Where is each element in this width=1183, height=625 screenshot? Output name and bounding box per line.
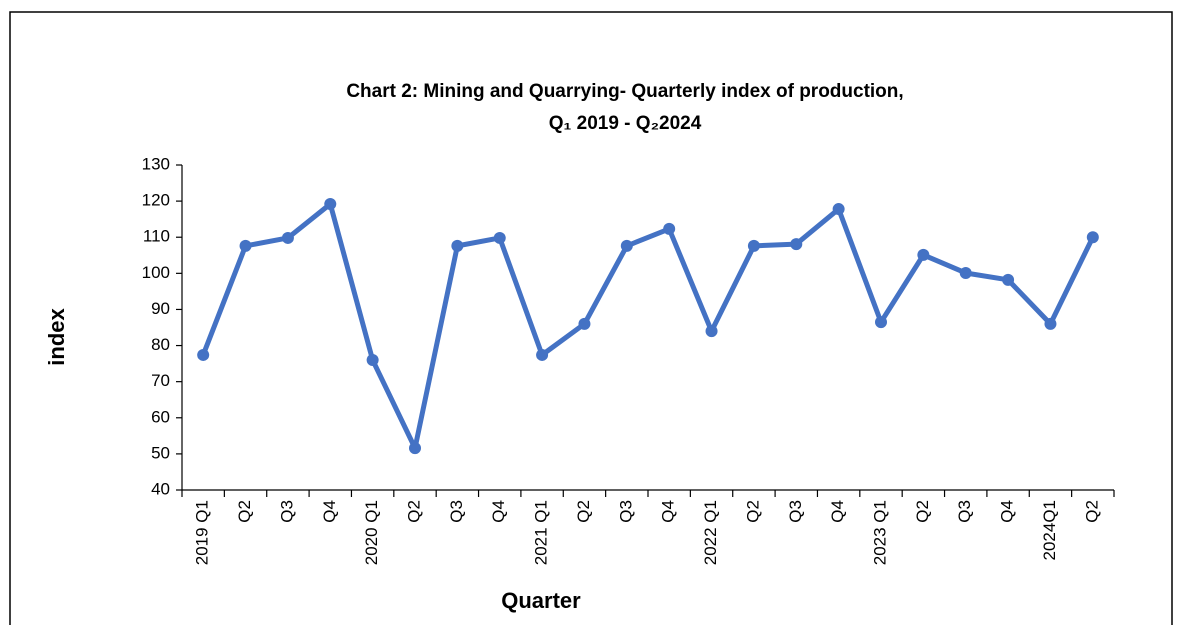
x-tick-label: 2019 Q1 bbox=[193, 500, 212, 565]
y-tick-label: 100 bbox=[142, 263, 170, 282]
chart-subtitle: Q₁ 2019 - Q₂2024 bbox=[549, 113, 702, 134]
line bbox=[200, 201, 1096, 451]
marker bbox=[324, 198, 337, 210]
marker bbox=[1044, 317, 1057, 330]
marker bbox=[620, 239, 633, 252]
y-tick-label: 70 bbox=[151, 371, 170, 390]
x-tick-label: Q3 bbox=[955, 500, 974, 523]
x-tick-label: Q2 bbox=[743, 500, 762, 523]
y-tick-label: 80 bbox=[151, 335, 170, 354]
marker bbox=[197, 348, 210, 361]
marker bbox=[578, 317, 591, 330]
marker bbox=[493, 231, 506, 244]
x-tick-label: Q3 bbox=[447, 500, 466, 523]
x-axis-title: Quarter bbox=[501, 588, 581, 613]
x-tick-label: 2020 Q1 bbox=[362, 500, 381, 565]
marker bbox=[917, 248, 930, 261]
x-tick-label: 2023 Q1 bbox=[870, 500, 889, 565]
marker bbox=[536, 348, 549, 361]
x-tick-label: Q2 bbox=[235, 500, 254, 523]
x-tick-label: 2024Q1 bbox=[1040, 500, 1059, 561]
frame bbox=[9, 11, 1173, 625]
marker bbox=[409, 442, 421, 455]
marker bbox=[959, 266, 972, 279]
marker bbox=[281, 231, 294, 244]
x-tick-label: Q2 bbox=[574, 500, 593, 523]
marker bbox=[366, 354, 379, 366]
y-tick-label: 110 bbox=[143, 227, 170, 246]
x-tick-label: Q2 bbox=[913, 500, 932, 523]
x-tick-label: Q4 bbox=[998, 500, 1017, 523]
marker bbox=[1002, 273, 1015, 286]
x-tick-label: Q4 bbox=[320, 500, 339, 523]
x-tick-label: Q4 bbox=[489, 500, 508, 523]
chart-title: Chart 2: Mining and Quarrying- Quarterly… bbox=[346, 81, 903, 102]
marker bbox=[747, 239, 760, 252]
y-tick-label: 90 bbox=[151, 299, 170, 318]
marker bbox=[705, 325, 718, 338]
x-tick-label: Q4 bbox=[828, 500, 847, 523]
marker bbox=[875, 316, 887, 329]
x-tick-label: Q2 bbox=[404, 500, 423, 523]
marker bbox=[1086, 231, 1099, 244]
y-tick-label: 60 bbox=[151, 407, 170, 426]
marker bbox=[451, 239, 464, 252]
marker bbox=[790, 238, 803, 251]
x-tick-label: Q3 bbox=[786, 500, 805, 523]
y-tick-label: 40 bbox=[151, 479, 170, 498]
marker bbox=[239, 239, 252, 252]
x-tick-label: Q4 bbox=[659, 500, 678, 523]
y-tick-label: 120 bbox=[142, 191, 170, 210]
y-tick-label: 50 bbox=[151, 443, 170, 462]
x-tick-label: Q2 bbox=[1082, 500, 1101, 523]
x-tick-label: Q3 bbox=[616, 500, 635, 523]
marker bbox=[663, 222, 676, 235]
y-axis-title: index bbox=[44, 308, 69, 366]
x-tick-label: 2021 Q1 bbox=[532, 500, 551, 565]
x-tick-label: 2022 Q1 bbox=[701, 500, 720, 565]
x-tick-label: Q3 bbox=[277, 500, 296, 523]
marker bbox=[832, 203, 845, 216]
y-tick-label: 130 bbox=[142, 154, 170, 173]
